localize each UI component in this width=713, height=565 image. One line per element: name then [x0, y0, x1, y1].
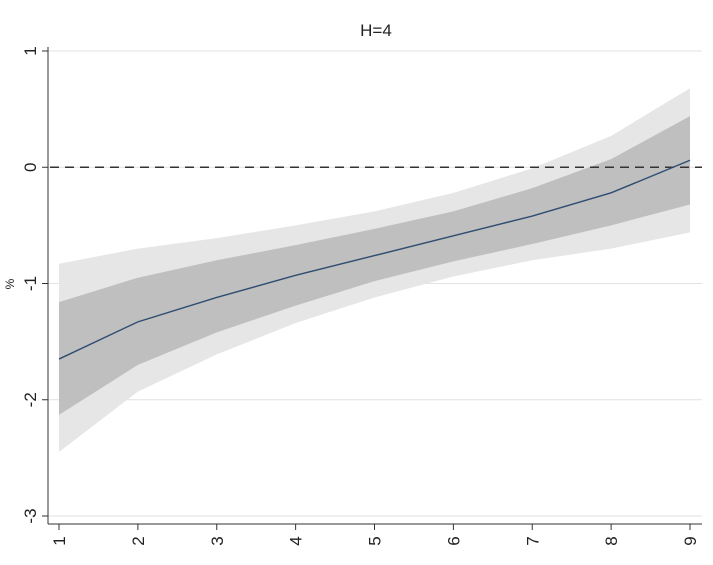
x-tick-label-3: 4: [287, 536, 306, 545]
tick-labels: 1 0 -1 -2 -3 1 2 3 4 5 6 7 8 9: [21, 46, 700, 545]
series-lines: [58, 159, 691, 360]
y-tick-label-3: -2: [21, 392, 40, 407]
chart-title: H=4: [360, 21, 392, 40]
x-tick-label-2: 3: [208, 536, 227, 545]
y-tick-label-4: -3: [21, 508, 40, 523]
x-tick-label-6: 7: [523, 536, 542, 545]
y-tick-label-0: 1: [21, 46, 40, 55]
confidence-band-inner: [59, 116, 690, 415]
y-axis-label: %: [3, 278, 17, 289]
tick-marks: [42, 50, 691, 530]
x-tick-label-0: 1: [50, 536, 69, 545]
confidence-bands: [59, 88, 690, 453]
x-tick-label-1: 2: [129, 536, 148, 545]
x-tick-label-8: 9: [681, 536, 700, 545]
y-tick-label-2: -1: [21, 276, 40, 291]
x-tick-label-5: 6: [444, 536, 463, 545]
y-tick-label-1: 0: [21, 163, 40, 172]
series-line-0: [58, 159, 691, 360]
x-tick-label-7: 8: [602, 536, 621, 545]
x-tick-label-4: 5: [366, 536, 385, 545]
